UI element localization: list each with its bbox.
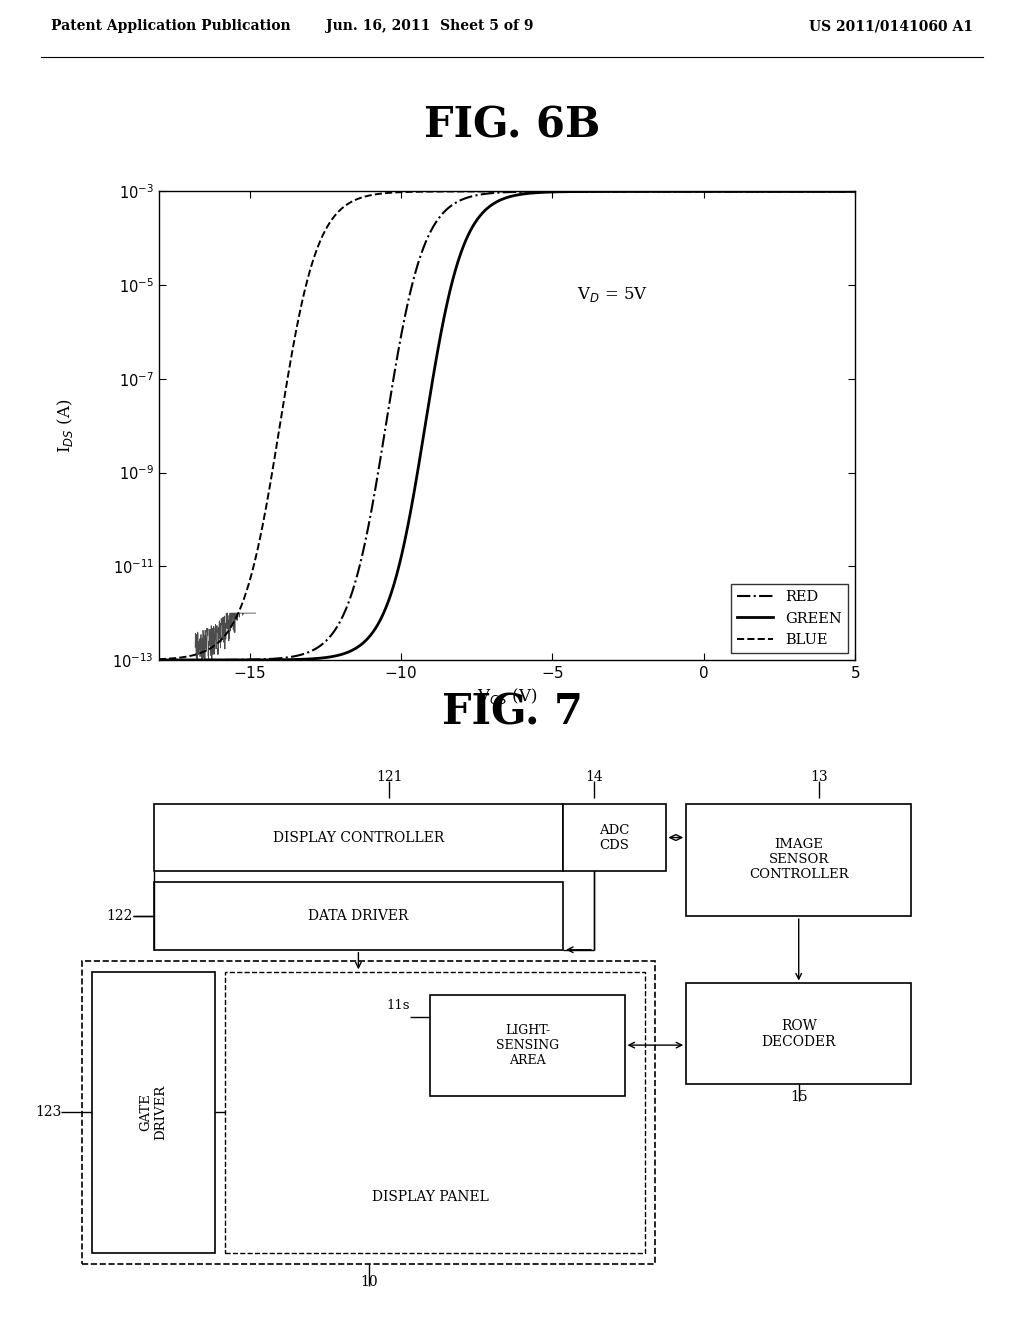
- GREEN: [849, 183, 861, 199]
- FancyBboxPatch shape: [430, 995, 625, 1096]
- RED: [232, 652, 245, 668]
- Text: GATE
DRIVER: GATE DRIVER: [139, 1085, 168, 1140]
- Text: 10: 10: [359, 1275, 378, 1290]
- FancyBboxPatch shape: [154, 804, 563, 871]
- Text: 122: 122: [106, 909, 133, 923]
- GREEN: [420, 414, 432, 430]
- BLUE: [760, 183, 772, 199]
- RED: [420, 234, 432, 249]
- BLUE: [273, 420, 286, 436]
- GREEN: [450, 260, 462, 276]
- GREEN: [232, 652, 245, 668]
- Text: DATA DRIVER: DATA DRIVER: [308, 909, 409, 923]
- Text: 14: 14: [585, 771, 603, 784]
- FancyBboxPatch shape: [92, 972, 215, 1253]
- Text: IMAGE
SENSOR
CONTROLLER: IMAGE SENSOR CONTROLLER: [749, 838, 849, 882]
- Text: 15: 15: [790, 1090, 808, 1105]
- BLUE: [232, 606, 245, 622]
- Line: RED: RED: [159, 191, 855, 660]
- Text: 11s: 11s: [386, 999, 410, 1012]
- RED: [836, 183, 848, 199]
- Line: BLUE: BLUE: [159, 191, 855, 659]
- Text: Patent Application Publication: Patent Application Publication: [51, 18, 291, 33]
- FancyBboxPatch shape: [225, 972, 645, 1253]
- RED: [153, 652, 165, 668]
- BLUE: [836, 183, 848, 199]
- Text: 121: 121: [376, 771, 402, 784]
- FancyBboxPatch shape: [563, 804, 666, 871]
- Text: DISPLAY PANEL: DISPLAY PANEL: [372, 1189, 488, 1204]
- FancyBboxPatch shape: [154, 882, 563, 950]
- FancyBboxPatch shape: [686, 983, 911, 1085]
- Text: ADC
CDS: ADC CDS: [599, 824, 630, 851]
- Text: DISPLAY CONTROLLER: DISPLAY CONTROLLER: [272, 830, 444, 845]
- BLUE: [153, 651, 165, 667]
- GREEN: [760, 183, 772, 199]
- GREEN: [153, 652, 165, 668]
- Text: US 2011/0141060 A1: US 2011/0141060 A1: [809, 18, 973, 33]
- Text: 123: 123: [35, 1105, 61, 1119]
- RED: [849, 183, 861, 199]
- Y-axis label: I$_{DS}$ (A): I$_{DS}$ (A): [55, 399, 75, 453]
- Text: V$_D$ = 5V: V$_D$ = 5V: [577, 285, 647, 304]
- RED: [273, 651, 286, 667]
- X-axis label: V$_{GS}$ (V): V$_{GS}$ (V): [477, 686, 537, 706]
- Text: FIG. 6B: FIG. 6B: [424, 104, 600, 147]
- RED: [450, 195, 462, 211]
- BLUE: [450, 183, 462, 199]
- GREEN: [836, 183, 848, 199]
- FancyBboxPatch shape: [82, 961, 655, 1265]
- Text: LIGHT-
SENSING
AREA: LIGHT- SENSING AREA: [496, 1023, 559, 1067]
- Text: FIG. 7: FIG. 7: [441, 692, 583, 734]
- Legend: RED, GREEN, BLUE: RED, GREEN, BLUE: [731, 585, 848, 652]
- Text: Jun. 16, 2011  Sheet 5 of 9: Jun. 16, 2011 Sheet 5 of 9: [327, 18, 534, 33]
- BLUE: [420, 183, 432, 199]
- RED: [760, 183, 772, 199]
- Line: GREEN: GREEN: [159, 191, 855, 660]
- GREEN: [273, 652, 286, 668]
- Text: 13: 13: [810, 771, 828, 784]
- BLUE: [849, 183, 861, 199]
- FancyBboxPatch shape: [686, 804, 911, 916]
- Text: ROW
DECODER: ROW DECODER: [762, 1019, 836, 1049]
